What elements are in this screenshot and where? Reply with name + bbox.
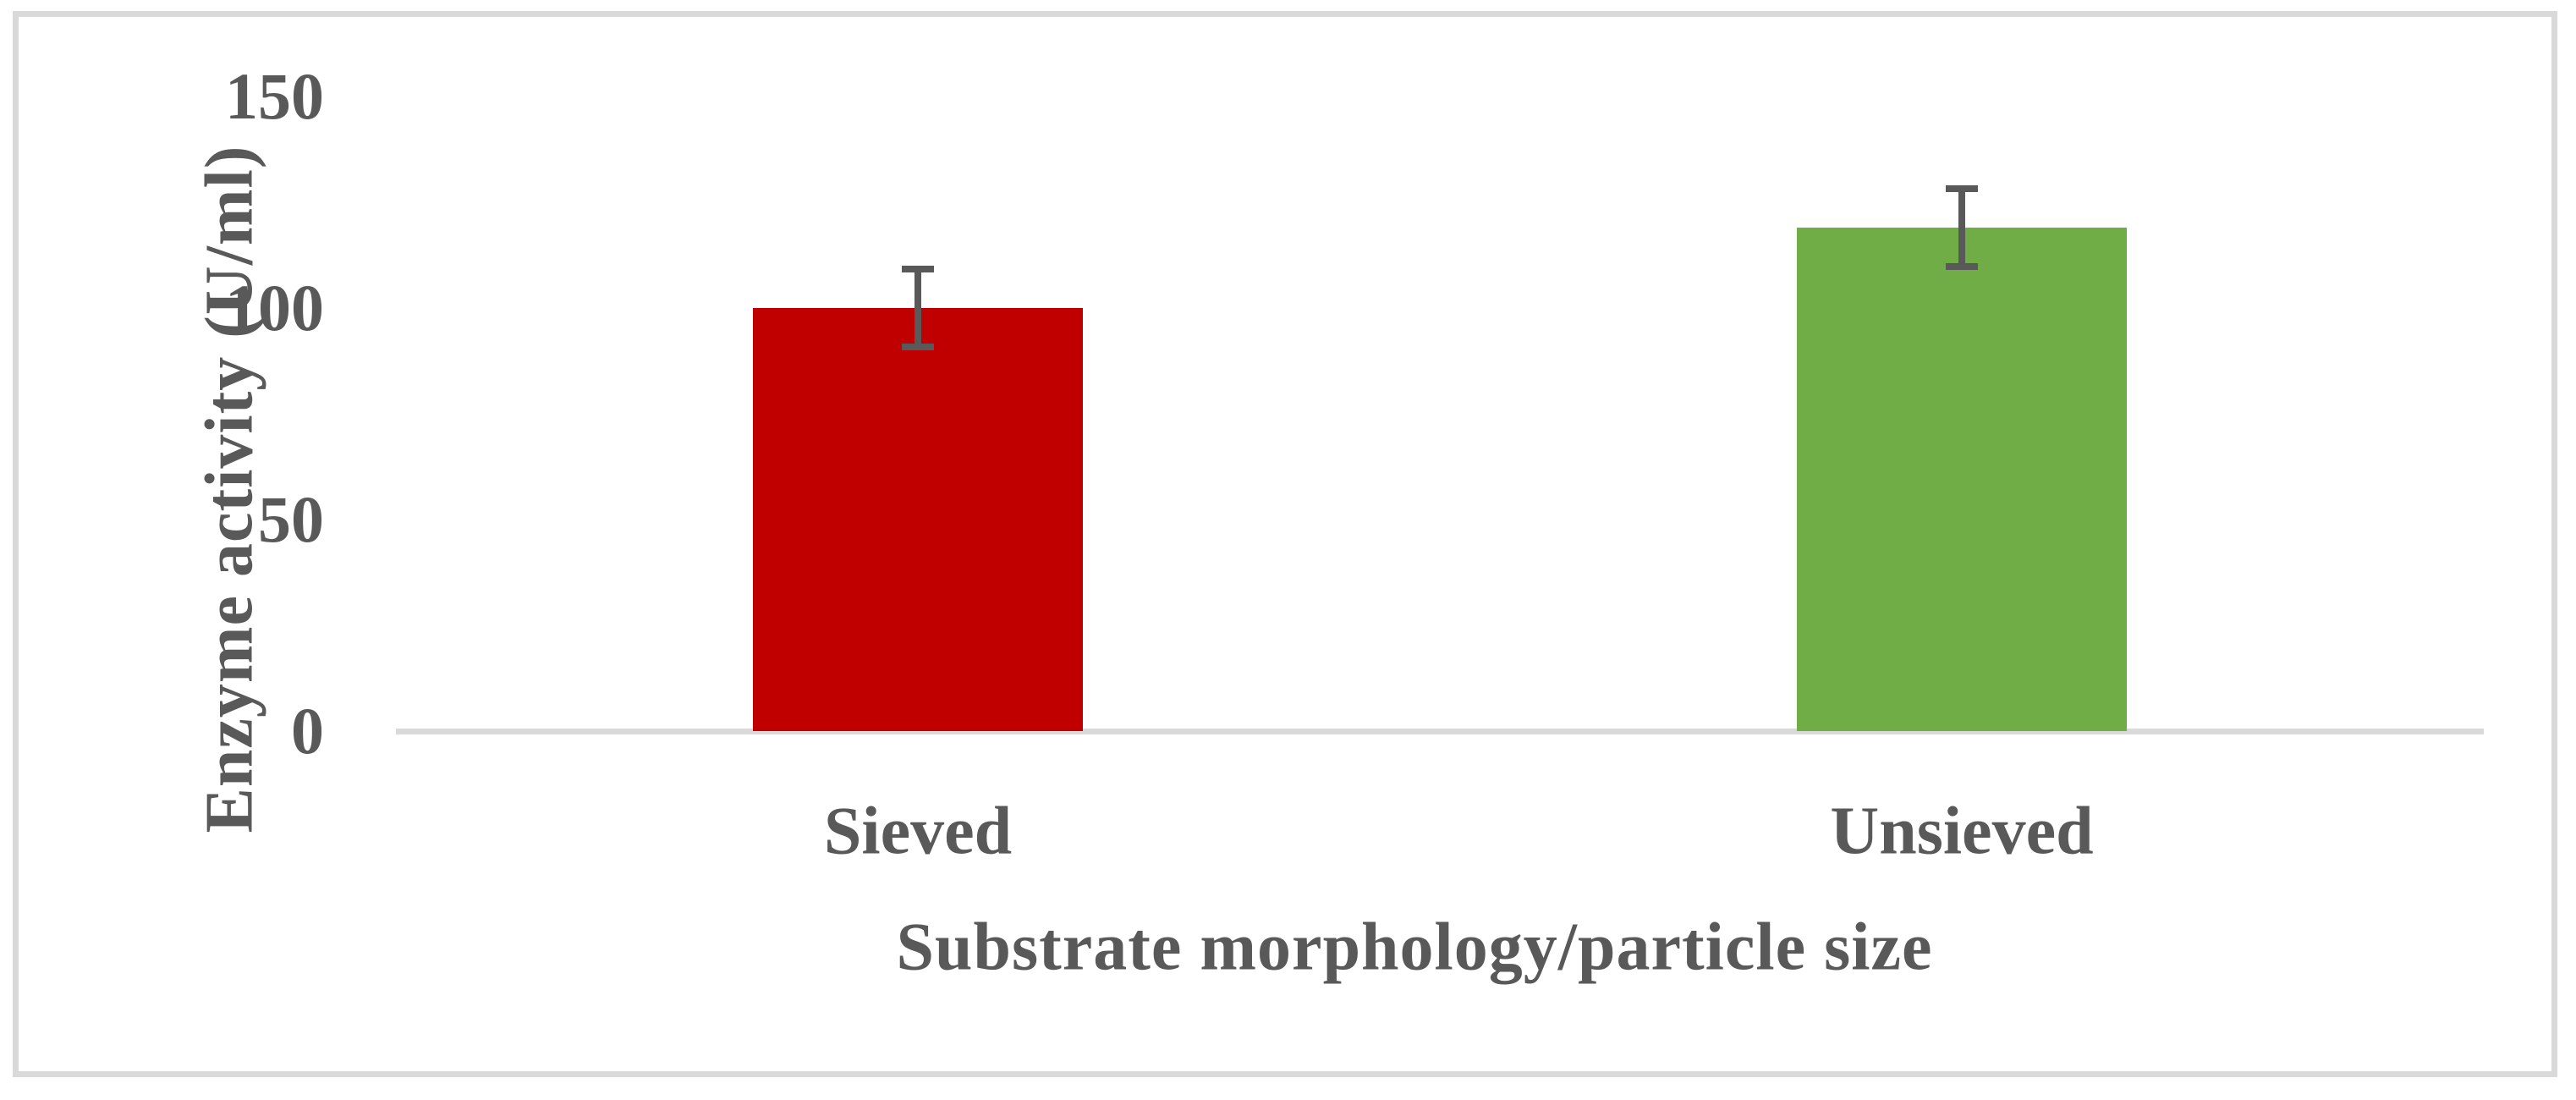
error-bar-cap-bottom-sieved (902, 344, 934, 350)
error-bar-line-unsieved (1958, 185, 1965, 270)
x-category-label-unsieved: Unsieved (1830, 794, 2094, 869)
x-category-label-sieved: Sieved (823, 794, 1013, 869)
y-tick-label-50: 50 (258, 482, 324, 556)
bar-unsieved (1797, 228, 2127, 731)
y-tick-label-100: 100 (225, 271, 324, 344)
x-axis-line (396, 729, 2484, 734)
error-bar-line-sieved (915, 266, 921, 350)
error-bar-cap-bottom-unsieved (1946, 263, 1978, 270)
y-tick-label-150: 150 (225, 59, 324, 133)
bar-sieved (753, 308, 1083, 731)
x-axis-title: Substrate morphology/particle size (896, 910, 1933, 985)
figure-border (13, 11, 2557, 1077)
y-tick-label-0: 0 (291, 694, 324, 767)
y-axis-title: Enzyme activity (U/ml) (192, 145, 267, 833)
